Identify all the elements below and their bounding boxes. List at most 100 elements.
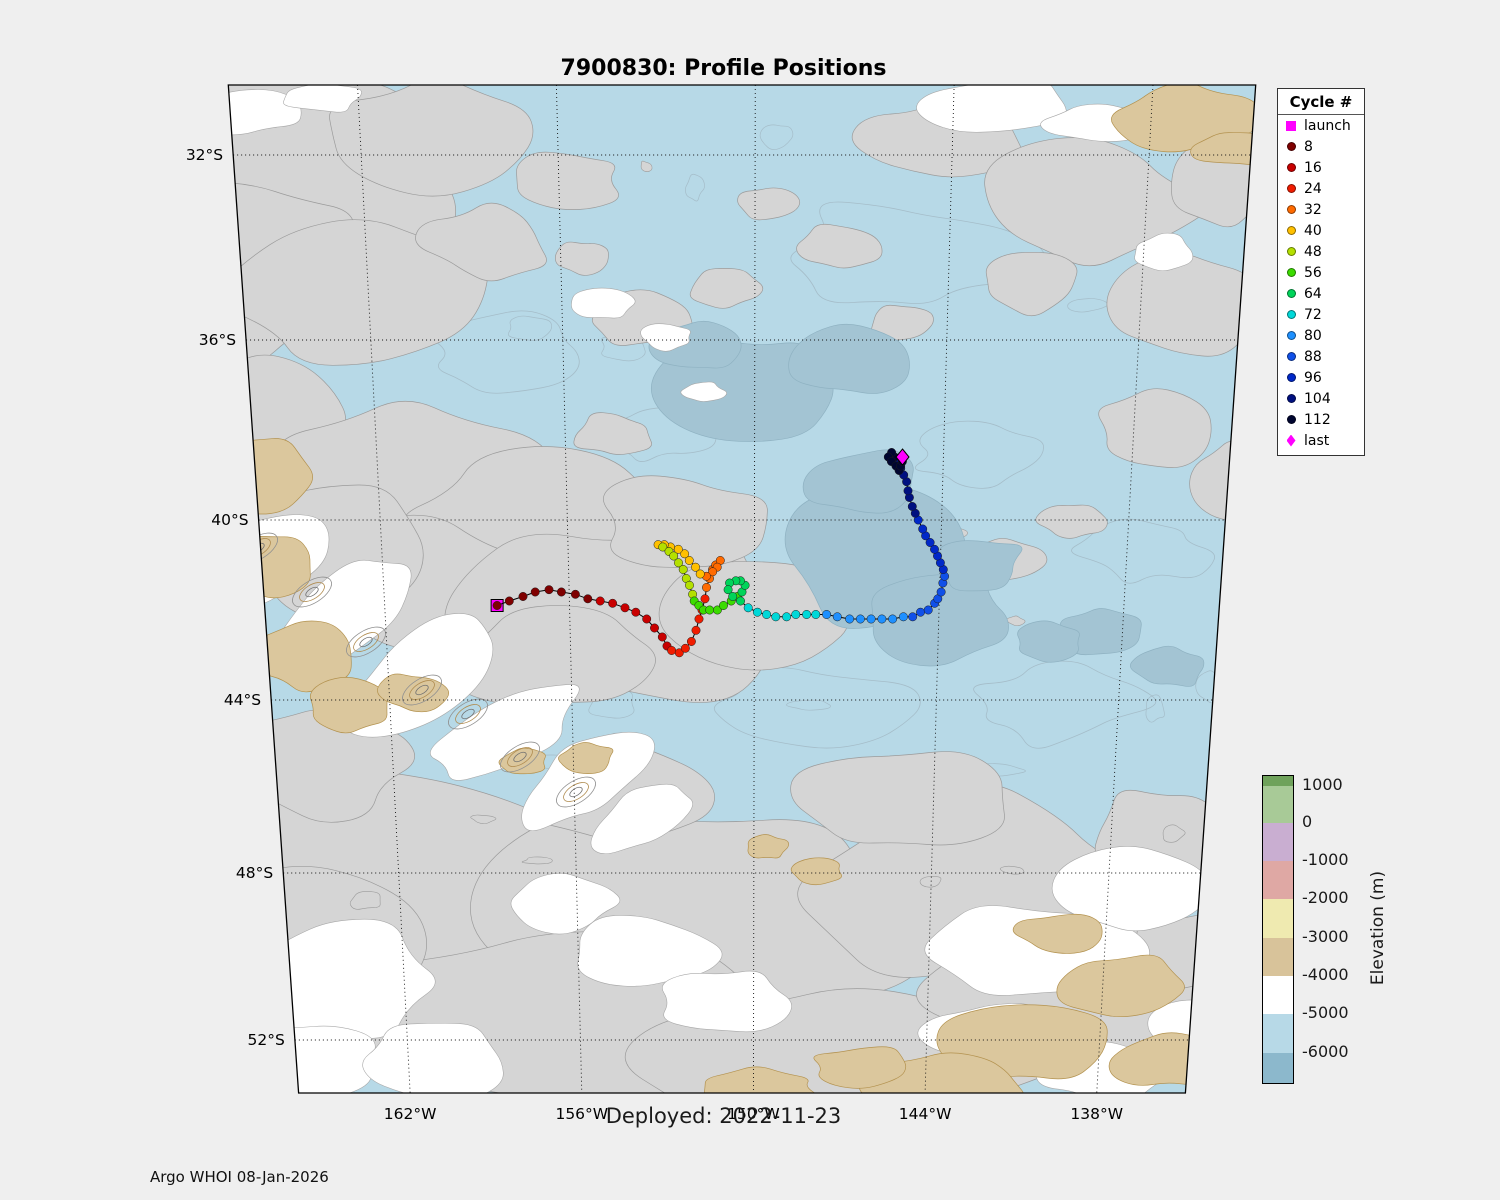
- trajectory-point: [903, 486, 913, 496]
- diamond-marker-icon: [1278, 434, 1304, 447]
- shoal-patch: [377, 673, 450, 713]
- trajectory-point: [845, 614, 855, 624]
- ridge-patch: [1051, 845, 1211, 932]
- legend-item-96: 96: [1278, 367, 1364, 388]
- colorbar-band: [1263, 938, 1293, 976]
- ridge-patch: [916, 85, 1067, 133]
- trajectory-point: [916, 607, 925, 617]
- trajectory-point: [771, 612, 781, 622]
- lat-tick-label: 52°S: [248, 1031, 285, 1049]
- legend-item-72: 72: [1278, 304, 1364, 325]
- marker-glyph: [1286, 268, 1296, 277]
- last-marker: [895, 448, 910, 466]
- seamount-contour-ring: [556, 776, 596, 808]
- seamount-contour-ring: [500, 741, 540, 773]
- circle-marker-icon: [1278, 163, 1304, 172]
- depth-contour: [1071, 518, 1216, 584]
- legend-item-label: 80: [1304, 327, 1322, 344]
- colorbar-band: [1263, 776, 1293, 786]
- shallow-seafloor-speck: [919, 876, 942, 888]
- ridge-patch: [228, 89, 302, 136]
- trajectory-point: [504, 596, 514, 606]
- legend-item-label: 32: [1304, 201, 1322, 218]
- credit-text: Argo WHOI 08-Jan-2026: [150, 1168, 329, 1186]
- trajectory-point: [631, 607, 641, 617]
- shoal-patch: [498, 747, 546, 775]
- trajectory-point: [888, 614, 898, 624]
- lat-tick-label: 36°S: [199, 331, 236, 349]
- marker-glyph: [1286, 205, 1296, 214]
- lat-tick-label: 44°S: [224, 691, 261, 709]
- circle-marker-icon: [1278, 415, 1304, 424]
- marker-glyph: [1286, 289, 1296, 298]
- circle-marker-icon: [1278, 205, 1304, 214]
- colorbar-bands: [1262, 775, 1294, 1084]
- colorbar-band: [1263, 786, 1293, 823]
- depth-contour: [507, 315, 552, 341]
- marker-glyph: [1286, 352, 1296, 361]
- ridge-patch: [510, 872, 621, 935]
- lon-tick-label: 144°W: [899, 1105, 952, 1123]
- circle-marker-icon: [1278, 310, 1304, 319]
- legend-item-label: 56: [1304, 264, 1322, 281]
- trajectory-point: [680, 549, 690, 559]
- marker-glyph: [1286, 373, 1296, 382]
- seamount-contour-ring: [346, 626, 386, 658]
- colorbar-tick-label: -4000: [1302, 965, 1349, 984]
- ridge-patch: [590, 783, 693, 855]
- colorbar-tick-label: 0: [1302, 812, 1313, 831]
- shallow-seafloor-patch: [329, 85, 534, 197]
- trajectory-point: [832, 612, 842, 622]
- trajectory-point: [907, 502, 917, 511]
- seamount-contour-ring: [292, 576, 332, 608]
- legend-item-112: 112: [1278, 409, 1364, 430]
- legend-item-label: 104: [1304, 390, 1331, 407]
- ridge-patch: [640, 323, 691, 352]
- circle-marker-icon: [1278, 226, 1304, 235]
- trajectory-point: [811, 610, 821, 619]
- seamount-contour-ring: [461, 708, 475, 720]
- shallow-seafloor-patch: [1098, 388, 1212, 468]
- seamount-contour-ring: [415, 684, 429, 696]
- colorbar-band: [1263, 823, 1293, 861]
- trajectory-point: [908, 612, 918, 622]
- legend-item-label: 48: [1304, 243, 1322, 260]
- lat-tick-label: 40°S: [211, 511, 248, 529]
- lon-tick-label: 150°W: [727, 1105, 780, 1123]
- depth-contour: [786, 699, 831, 711]
- colorbar-tick-label: -1000: [1302, 850, 1349, 869]
- marker-glyph: [1286, 120, 1296, 131]
- shoal-patch: [1056, 954, 1185, 1018]
- deep-basin-patch: [1017, 620, 1080, 663]
- shallow-seafloor-patch: [573, 412, 652, 455]
- trajectory-point: [695, 569, 705, 579]
- legend-item-24: 24: [1278, 178, 1364, 199]
- ridge-patch: [577, 914, 723, 987]
- shallow-seafloor-speck: [521, 856, 553, 865]
- trajectory-point: [925, 538, 935, 547]
- marker-glyph: [1286, 394, 1296, 403]
- shallow-seafloor-patch: [689, 268, 764, 309]
- deployment-date: Deployed: 2022-11-23: [605, 1104, 842, 1128]
- trajectory-point: [667, 646, 677, 655]
- legend-item-label: 40: [1304, 222, 1322, 239]
- colorbar-band: [1263, 1014, 1293, 1053]
- lat-tick-label: 48°S: [236, 864, 273, 882]
- colorbar-band: [1263, 861, 1293, 899]
- square-marker-icon: [1278, 120, 1304, 131]
- ridge-patch: [362, 1022, 504, 1093]
- shoal-patch: [790, 857, 842, 886]
- trajectory-point: [492, 601, 502, 610]
- legend-item-64: 64: [1278, 283, 1364, 304]
- bathymetry-layer: [228, 85, 1256, 1093]
- trajectory-point: [702, 583, 711, 592]
- colorbar-band: [1263, 976, 1293, 1014]
- marker-glyph: [1286, 415, 1296, 424]
- elevation-colorbar: 1000 0 -1000 -2000 -3000 -4000 -5000 -6000: [1262, 775, 1349, 1084]
- colorbar-tick-label: -3000: [1302, 927, 1349, 946]
- lon-gridline: [752, 84, 756, 1094]
- seamount-contour-ring: [359, 636, 373, 648]
- circle-marker-icon: [1278, 268, 1304, 277]
- ridge-patch: [571, 287, 636, 319]
